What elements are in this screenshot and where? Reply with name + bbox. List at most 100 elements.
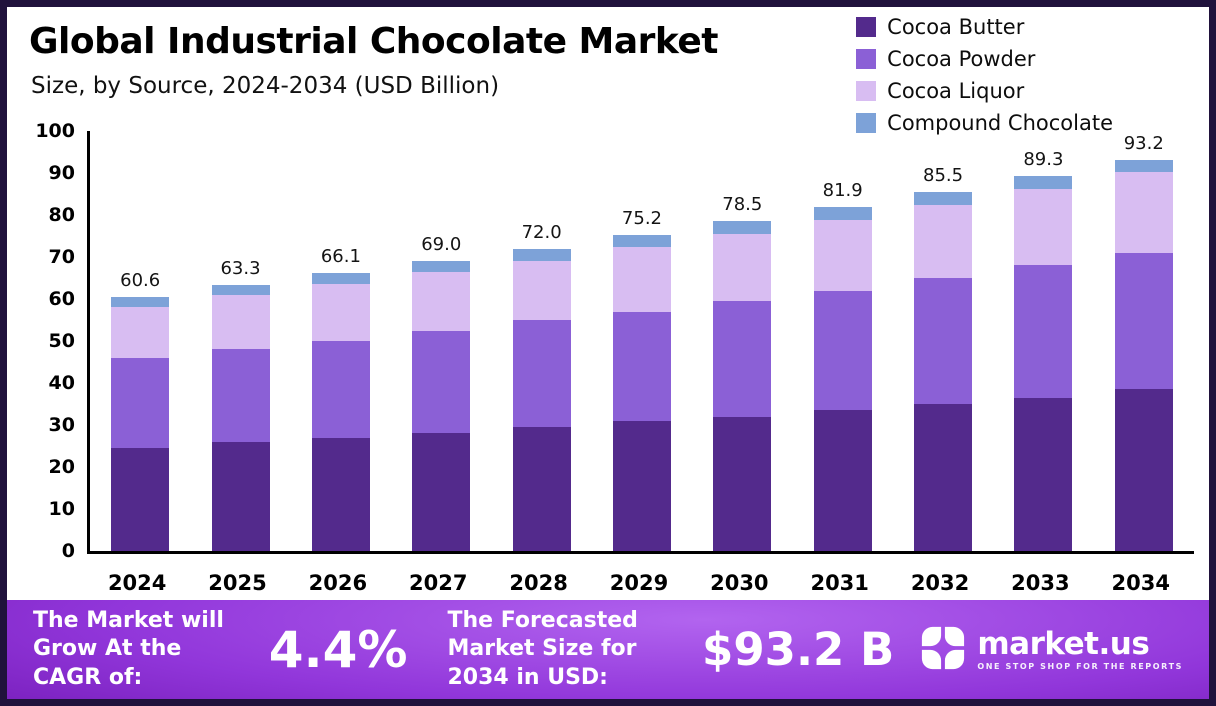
- bar-segment-cocoa-butter: [211, 441, 270, 551]
- bar-stack: [612, 235, 671, 551]
- y-axis: 0 10 20 30 40 50 60 70 80 90 100: [29, 120, 85, 562]
- stacked-bar-chart: 0 10 20 30 40 50 60 70 80 90 100 60.6 63.3 66.1 69.0 7…: [29, 120, 1195, 609]
- bar-total-label: 89.3: [1023, 148, 1064, 170]
- plot-area: 60.6 63.3 66.1 69.0 72.0 75.2 78.5 81.9 85.5 89.3…: [87, 131, 1194, 554]
- bar-column: 75.2: [592, 131, 692, 551]
- bar-column: 81.9: [793, 131, 893, 551]
- legend-swatch-icon: [856, 81, 877, 101]
- bar-segment-cocoa-powder: [813, 290, 872, 411]
- bar-segment-cocoa-butter: [1014, 397, 1073, 551]
- bar-segment-compound-chocolate: [512, 248, 571, 262]
- bar-segment-cocoa-powder: [111, 357, 170, 449]
- brand-name: market.us: [977, 625, 1150, 662]
- legend-item: Cocoa Butter: [856, 15, 1113, 39]
- market-us-pinwheel-icon: [920, 625, 966, 675]
- bar-segment-compound-chocolate: [211, 285, 270, 295]
- y-tick-label: 0: [61, 540, 75, 562]
- cagr-value: 4.4%: [268, 620, 408, 679]
- y-tick-label: 30: [48, 414, 75, 436]
- y-tick-label: 80: [48, 204, 75, 226]
- bar-segment-cocoa-butter: [111, 448, 170, 551]
- x-axis-label: 2029: [609, 571, 669, 595]
- bar-segment-compound-chocolate: [412, 261, 471, 272]
- bar-stack: [211, 285, 270, 551]
- bar-segment-compound-chocolate: [914, 191, 973, 205]
- x-axis-label: 2030: [710, 571, 769, 595]
- y-tick-label: 90: [48, 162, 75, 184]
- bar-column: 78.5: [692, 131, 792, 551]
- legend-swatch-icon: [856, 49, 877, 69]
- brand-text: market.us ONE STOP SHOP FOR THE REPORTS: [977, 625, 1183, 672]
- legend-label: Compound Chocolate: [887, 111, 1113, 135]
- bar-segment-compound-chocolate: [111, 296, 170, 308]
- bar-segment-cocoa-powder: [512, 320, 571, 428]
- legend-label: Cocoa Butter: [887, 15, 1025, 39]
- bar-segment-cocoa-liquor: [1014, 188, 1073, 266]
- bar-segment-cocoa-powder: [713, 301, 772, 417]
- legend: Cocoa Butter Cocoa Powder Cocoa Liquor Comp…: [856, 15, 1113, 135]
- bar-segment-cocoa-liquor: [412, 271, 471, 331]
- bar-segment-cocoa-liquor: [211, 294, 270, 350]
- bar-segment-cocoa-liquor: [111, 307, 170, 358]
- x-axis-label: 2032: [910, 571, 970, 595]
- legend-label: Cocoa Powder: [887, 47, 1036, 71]
- bar-total-label: 72.0: [521, 221, 562, 243]
- bar-segment-cocoa-powder: [1114, 252, 1173, 390]
- bar-column: 72.0: [491, 131, 591, 551]
- bar-total-label: 78.5: [722, 194, 763, 216]
- x-axis-label: 2028: [509, 571, 568, 595]
- bar-segment-cocoa-butter: [512, 427, 571, 551]
- x-axis-label: 2024: [107, 571, 167, 595]
- bar-segment-cocoa-powder: [612, 311, 671, 421]
- y-tick-label: 100: [35, 120, 75, 142]
- bar-segment-cocoa-powder: [914, 278, 973, 404]
- bar-segment-cocoa-liquor: [311, 284, 370, 342]
- x-axis-label: 2026: [308, 571, 368, 595]
- x-axis-labels: 2024 2025 2026 2027 2028 2029 2030 2031 2032 2033…: [87, 571, 1191, 595]
- bar-column: 93.2: [1094, 131, 1194, 551]
- bar-segment-compound-chocolate: [612, 235, 671, 247]
- bar-stack: [311, 273, 370, 551]
- y-tick-label: 70: [48, 246, 75, 268]
- forecast-value: $93.2 B: [702, 623, 895, 676]
- bar-segment-compound-chocolate: [1114, 159, 1173, 173]
- bar-column: 63.3: [190, 131, 290, 551]
- bar-total-label: 66.1: [320, 246, 361, 268]
- bar-segment-cocoa-liquor: [1114, 172, 1173, 253]
- y-tick-label: 50: [48, 330, 75, 352]
- bar-stack: [111, 296, 170, 551]
- bar-stack: [713, 221, 772, 551]
- bar-segment-cocoa-powder: [311, 341, 370, 438]
- bar-segment-compound-chocolate: [713, 221, 772, 234]
- bar-total-label: 93.2: [1123, 132, 1164, 154]
- bar-segment-cocoa-butter: [713, 416, 772, 551]
- bar-column: 66.1: [291, 131, 391, 551]
- bar-segment-cocoa-butter: [914, 404, 973, 551]
- page-title: Global Industrial Chocolate Market: [29, 21, 719, 62]
- bar-stack: [813, 207, 872, 551]
- legend-swatch-icon: [856, 17, 877, 37]
- bar-stack: [1014, 175, 1073, 551]
- x-axis-label: 2033: [1011, 571, 1070, 595]
- legend-item: Compound Chocolate: [856, 111, 1113, 135]
- brand-tagline: ONE STOP SHOP FOR THE REPORTS: [977, 662, 1183, 672]
- x-axis-label: 2031: [810, 571, 869, 595]
- x-axis-label: 2034: [1111, 571, 1170, 595]
- bar-column: 85.5: [893, 131, 993, 551]
- bar-segment-compound-chocolate: [311, 273, 370, 285]
- bar-segment-cocoa-powder: [412, 330, 471, 434]
- x-axis-label: 2025: [208, 571, 267, 595]
- brand-logo: market.us ONE STOP SHOP FOR THE REPORTS: [920, 625, 1183, 675]
- bar-stack: [412, 261, 471, 551]
- y-tick-label: 20: [48, 456, 75, 478]
- bar-segment-cocoa-liquor: [512, 261, 571, 321]
- bar-total-label: 69.0: [421, 234, 462, 256]
- footer-banner: The Market will Grow At the CAGR of: 4.4…: [7, 600, 1209, 699]
- page-subtitle: Size, by Source, 2024-2034 (USD Billion): [31, 73, 500, 99]
- cagr-label: The Market will Grow At the CAGR of:: [33, 607, 224, 690]
- legend-label: Cocoa Liquor: [887, 79, 1025, 103]
- bar-column: 89.3: [993, 131, 1093, 551]
- legend-item: Cocoa Liquor: [856, 79, 1113, 103]
- bar-total-label: 85.5: [923, 164, 964, 186]
- bar-segment-cocoa-butter: [311, 437, 370, 551]
